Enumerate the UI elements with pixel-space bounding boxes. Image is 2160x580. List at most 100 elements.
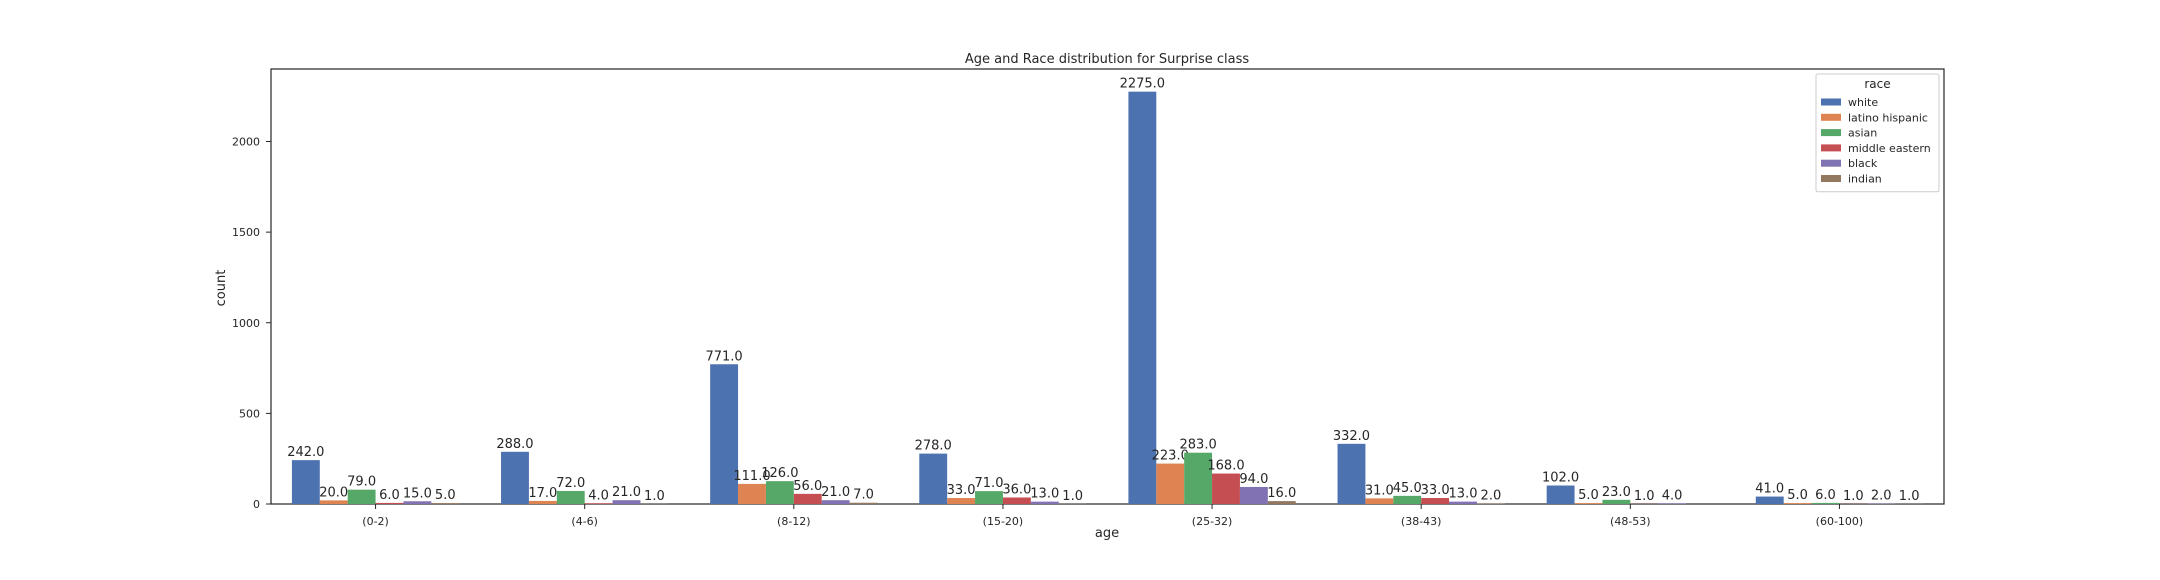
x-tick-label: (38-43): [1401, 515, 1442, 528]
bar: [1156, 464, 1184, 504]
bar-value-label: 332.0: [1333, 429, 1370, 444]
bar: [1003, 497, 1031, 504]
x-tick-label: (25-32): [1192, 515, 1233, 528]
bar: [292, 460, 320, 504]
bar: [1421, 498, 1449, 504]
legend-title: race: [1864, 77, 1890, 91]
bar: [376, 503, 404, 504]
bar: [975, 491, 1003, 504]
bar: [794, 494, 822, 504]
bar-value-label: 1.0: [644, 489, 665, 504]
bar: [822, 500, 850, 504]
bar: [1212, 474, 1240, 504]
bar-value-label: 2.0: [1871, 489, 1892, 504]
bar-value-label: 17.0: [528, 486, 557, 501]
bar-value-label: 7.0: [853, 488, 874, 503]
bar: [1365, 498, 1393, 504]
bar-value-label: 283.0: [1180, 438, 1217, 453]
x-tick-label: (8-12): [777, 515, 811, 528]
bar: [1449, 502, 1477, 504]
y-tick-label: 1000: [232, 317, 260, 330]
bar-value-label: 4.0: [1662, 488, 1683, 503]
bar-value-label: 5.0: [435, 488, 456, 503]
y-tick-label: 1500: [232, 226, 260, 239]
bar-value-label: 45.0: [1393, 481, 1422, 496]
legend-swatch: [1821, 99, 1841, 106]
bar: [1658, 503, 1686, 504]
bar-value-label: 2.0: [1481, 489, 1502, 504]
bar: [1602, 500, 1630, 504]
x-tick-label: (48-53): [1610, 515, 1651, 528]
bar: [403, 501, 431, 504]
bar: [1756, 497, 1784, 504]
bar: [850, 503, 878, 504]
bar-value-label: 79.0: [347, 475, 376, 490]
legend-entry-label: indian: [1848, 173, 1882, 186]
legend-swatch: [1821, 175, 1841, 182]
x-axis-label: age: [1095, 526, 1119, 541]
bar: [1784, 503, 1812, 504]
bar-value-label: 102.0: [1542, 471, 1579, 486]
legend-entry-label: middle eastern: [1848, 142, 1931, 155]
bar: [738, 484, 766, 504]
bar: [1128, 92, 1156, 504]
bar: [557, 491, 585, 504]
legend-entry-label: black: [1848, 157, 1878, 170]
bar-value-label: 21.0: [821, 485, 850, 500]
legend-swatch: [1821, 160, 1841, 167]
chart-title: Age and Race distribution for Surprise c…: [965, 52, 1250, 67]
bar: [1240, 487, 1268, 504]
bar-value-label: 2275.0: [1120, 77, 1166, 92]
bar-value-label: 288.0: [496, 437, 533, 452]
bar-value-label: 21.0: [612, 485, 641, 500]
bar-value-label: 72.0: [556, 476, 585, 491]
bar-value-label: 1.0: [1634, 489, 1655, 504]
bar-value-label: 71.0: [975, 476, 1004, 491]
bar: [1575, 503, 1603, 504]
bar-value-label: 771.0: [705, 349, 742, 364]
bar: [529, 501, 557, 504]
bar-value-label: 41.0: [1755, 482, 1784, 497]
bar: [1393, 496, 1421, 504]
bar-value-label: 56.0: [793, 479, 822, 494]
bar: [320, 500, 348, 504]
bar-value-label: 1.0: [1062, 489, 1083, 504]
legend-swatch: [1821, 129, 1841, 136]
x-tick-label: (0-2): [362, 515, 389, 528]
legend-swatch: [1821, 114, 1841, 121]
y-tick-label: 0: [253, 498, 260, 511]
bar-value-label: 94.0: [1239, 472, 1268, 487]
bar-value-label: 36.0: [1002, 482, 1031, 497]
bar: [1547, 486, 1575, 504]
bar: [919, 454, 947, 504]
bar: [613, 500, 641, 504]
legend-entry-label: asian: [1848, 127, 1877, 140]
bar-value-label: 16.0: [1267, 486, 1296, 501]
x-tick-label: (60-100): [1816, 515, 1864, 528]
y-axis-label: count: [214, 270, 229, 307]
bar: [1031, 502, 1059, 504]
bar-value-label: 13.0: [1030, 487, 1059, 502]
bar-value-label: 33.0: [947, 483, 976, 498]
y-tick-label: 2000: [232, 136, 260, 149]
bar-value-label: 5.0: [1787, 488, 1808, 503]
bar-value-label: 278.0: [915, 439, 952, 454]
bar-value-label: 1.0: [1843, 489, 1864, 504]
bar-value-label: 1.0: [1899, 489, 1920, 504]
bar: [348, 490, 376, 504]
bar: [1812, 503, 1840, 504]
bar-value-label: 6.0: [1815, 488, 1836, 503]
legend-entry-label: white: [1848, 96, 1878, 109]
bar: [501, 452, 529, 504]
bar-value-label: 15.0: [403, 486, 432, 501]
bar: [431, 503, 459, 504]
bar-value-label: 13.0: [1449, 487, 1478, 502]
bar-value-label: 6.0: [379, 488, 400, 503]
x-tick-label: (4-6): [571, 515, 598, 528]
bar-value-label: 20.0: [319, 485, 348, 500]
bar-value-label: 23.0: [1602, 485, 1631, 500]
